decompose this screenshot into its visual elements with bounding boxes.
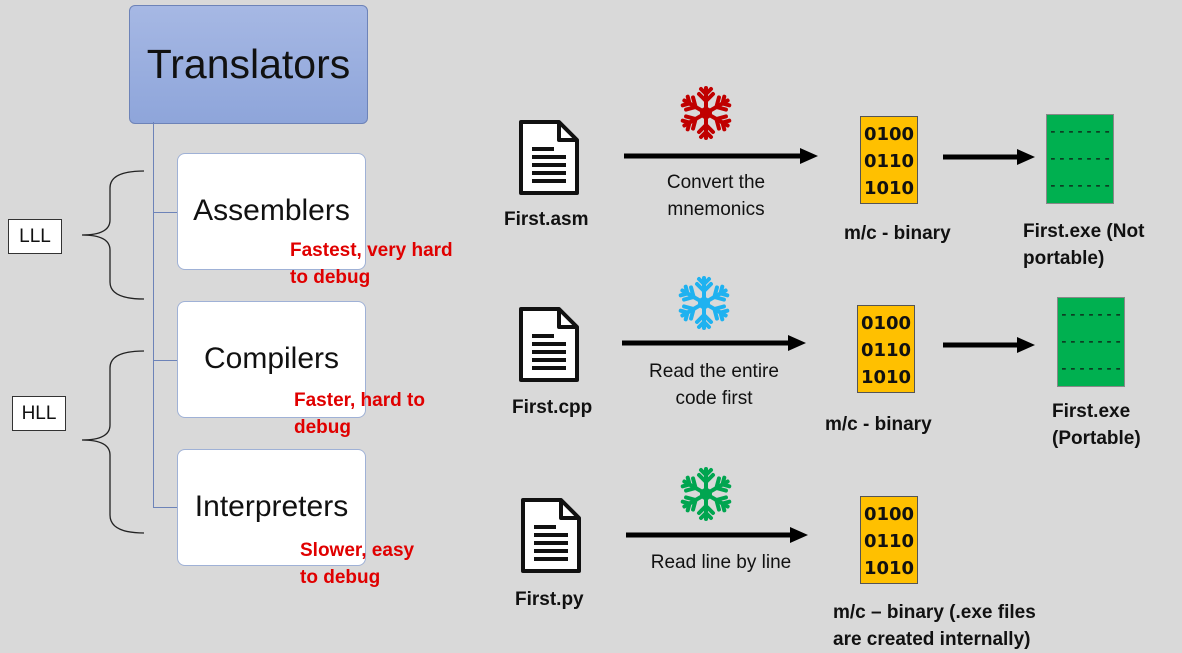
asm-exe-box: ------- ------- ------- [1046, 114, 1114, 204]
py-arrow [626, 527, 808, 543]
cpp-document-icon [519, 307, 579, 382]
asm-arrow [624, 148, 818, 164]
red-snowflake-icon [680, 86, 732, 140]
connector-assemblers [153, 212, 178, 213]
compilers-node: Compilers [177, 301, 366, 418]
cpp-exe-box: ------- ------- ------- [1057, 297, 1125, 387]
py-binary-box: 0100 0110 1010 [860, 496, 918, 584]
lll-tag: LLL [8, 219, 62, 254]
compilers-note: Faster, hard to debug [294, 390, 425, 438]
py-document-icon [521, 498, 581, 573]
asm-document-icon [519, 120, 579, 195]
connector-compilers [153, 360, 178, 361]
interpreters-label: Interpreters [194, 490, 349, 523]
asm-exe-label: First.exe (Not portable) [1023, 221, 1145, 269]
lll-brace [81, 170, 145, 300]
asm-binary-box: 0100 0110 1010 [860, 116, 918, 204]
interpreters-node: Interpreters [177, 449, 366, 566]
py-process-label: Read line by line [650, 552, 792, 573]
hll-tag: HLL [12, 396, 66, 431]
cpp-arrow [622, 335, 806, 351]
cpp-binary-label: m/c - binary [825, 414, 932, 435]
assemblers-node: Assemblers [177, 153, 366, 270]
green-snowflake-icon [680, 467, 732, 521]
asm-exe-arrow [943, 149, 1035, 165]
py-binary-label: m/c – binary (.exe files are created int… [833, 602, 1036, 650]
py-file-label: First.py [515, 589, 584, 610]
hierarchy-connector [153, 122, 154, 508]
cpp-exe-arrow [943, 337, 1035, 353]
translators-title: Translators [129, 5, 368, 124]
level-braces [81, 170, 145, 534]
hll-brace [81, 350, 145, 534]
cpp-file-label: First.cpp [512, 397, 593, 418]
blue-snowflake-icon [678, 276, 730, 330]
compilers-label: Compilers [203, 342, 340, 375]
interpreters-note: Slower, easy to debug [300, 540, 415, 588]
cpp-binary-box: 0100 0110 1010 [857, 305, 915, 393]
assemblers-label: Assemblers [193, 194, 350, 227]
asm-process-label: Convert the mnemonics [666, 172, 766, 220]
asm-binary-label: m/c - binary [844, 223, 951, 244]
cpp-process-label: Read the entire code first [649, 361, 779, 409]
assemblers-note: Fastest, very hard to debug [290, 240, 453, 288]
asm-file-label: First.asm [504, 209, 589, 230]
cpp-exe-label: First.exe (Portable) [1052, 401, 1141, 449]
connector-interpreters [153, 507, 178, 508]
